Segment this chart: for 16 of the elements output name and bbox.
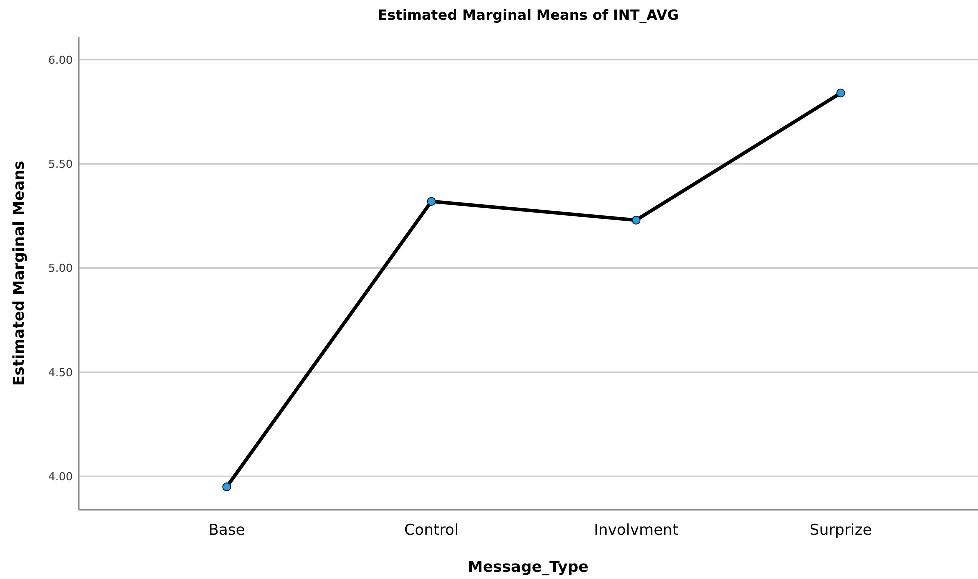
y-axis-title: Estimated Marginal Means [10,161,28,386]
point [836,88,846,98]
point [632,216,641,225]
x-tick-label: Base [208,521,246,539]
x-tick-label: Control [404,521,459,539]
y-tick-label: 5.00 [48,262,73,276]
x-tick-label: Surprize [810,521,872,539]
x-tick-label: Involvment [594,521,679,539]
point [222,482,232,492]
x-axis-title: Message_Type [468,558,589,576]
y-tick-label: 6.00 [48,54,73,67]
point [427,197,436,206]
chart-title: Estimated Marginal Means of INT_AVG [378,8,680,24]
y-tick-label: 4.00 [48,470,73,484]
y-tick-label: 4.50 [48,366,73,380]
y-tick-label: 5.50 [48,158,73,171]
